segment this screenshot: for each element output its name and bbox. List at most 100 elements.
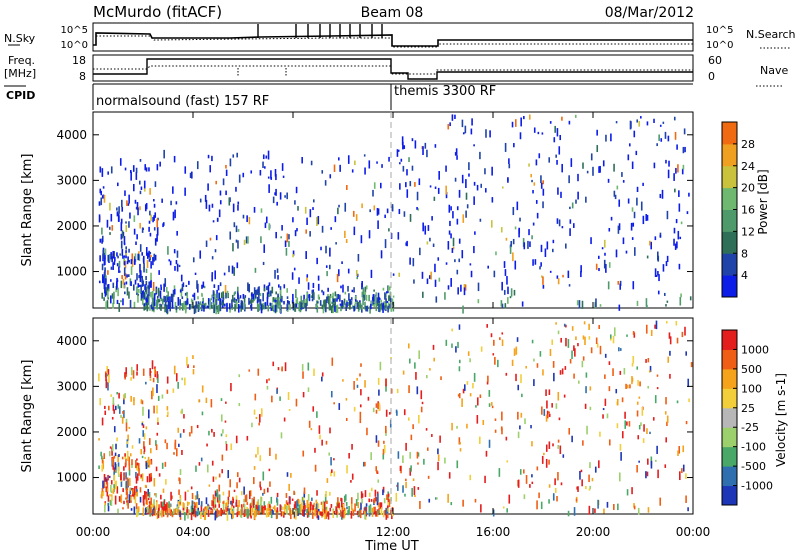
range-cell [376,297,379,304]
range-cell [98,214,101,223]
freq-line [93,58,693,80]
range-cell [214,249,217,253]
range-cell [99,397,101,406]
range-cell [128,478,131,486]
range-cell [148,250,150,258]
range-cell [105,486,108,493]
range-cell [252,299,254,303]
range-cell [329,304,331,311]
range-cell [226,290,229,298]
range-cell [193,365,195,368]
range-cell [306,500,309,506]
range-cell [356,300,359,303]
range-cell [617,503,619,511]
range-cell [107,505,110,512]
range-cell [237,201,240,205]
colorbar-frame [721,329,738,506]
range-cell [212,499,215,509]
range-cell [433,357,435,362]
range-cell [147,506,149,513]
range-cell [315,509,317,513]
range-cell [214,498,216,508]
range-cell [237,303,240,313]
range-cell [409,451,411,459]
range-cell [568,284,571,287]
range-cell [266,297,269,306]
range-cell [516,337,519,342]
range-cell [619,280,622,286]
range-cell [348,293,350,301]
range-cell [494,429,497,433]
range-cell [294,303,296,312]
range-cell [198,498,200,505]
range-cell [506,460,509,463]
range-cell [540,244,543,253]
range-cell [348,452,350,459]
range-cell [359,509,362,519]
range-cell [130,497,133,501]
range-cell [135,286,138,293]
range-cell [402,485,404,493]
range-cell [113,474,116,481]
range-cell [258,505,260,514]
range-cell [462,132,465,135]
range-cell [179,289,182,293]
range-cell [569,228,571,236]
range-cell [101,274,104,284]
range-cell [510,288,513,297]
range-cell [185,284,188,287]
range-cell [626,384,629,389]
range-cell [192,369,195,375]
nsearch-line [96,35,693,48]
range-cell [450,278,452,287]
range-cell [319,300,322,306]
range-cell [415,372,417,380]
range-cell [395,492,398,502]
range-cell [551,339,554,345]
range-cell [274,192,276,196]
range-cell [362,287,365,295]
range-cell [567,339,570,348]
range-cell [558,146,561,155]
range-cell [158,504,160,511]
range-cell [157,417,159,424]
range-cell [474,231,476,235]
range-cell [517,384,520,391]
range-cell [219,297,221,305]
range-cell [354,503,356,512]
cpid-mode-2: themis 3300 RF [394,84,496,99]
range-cell [650,460,653,469]
range-cell [631,487,633,495]
colorbar-tick-label: -100 [741,441,766,454]
range-cell [296,297,299,304]
range-cell [659,193,662,199]
range-cell [163,283,165,292]
range-cell [276,507,279,513]
range-cell [155,302,158,306]
range-cell [215,235,218,241]
range-cell [117,213,120,222]
range-cell [638,460,640,463]
range-cell [107,270,109,275]
colorbar-swatch [722,466,737,487]
range-cell [376,207,379,216]
range-cell [230,382,232,392]
range-cell [345,303,347,312]
range-cell [161,198,163,203]
range-cell [332,508,334,511]
range-cell [557,278,560,285]
range-cell [561,163,563,173]
range-cell [673,227,676,234]
range-cell [329,174,332,179]
range-cell [148,281,150,290]
range-cell [257,499,260,507]
range-cell [154,366,156,369]
range-cell [306,274,309,278]
range-cell [410,434,413,441]
range-cell [337,293,339,300]
range-cell [595,298,597,308]
range-cell [548,441,551,449]
range-cell [213,284,216,288]
range-cell [268,223,271,231]
range-cell [369,209,371,213]
